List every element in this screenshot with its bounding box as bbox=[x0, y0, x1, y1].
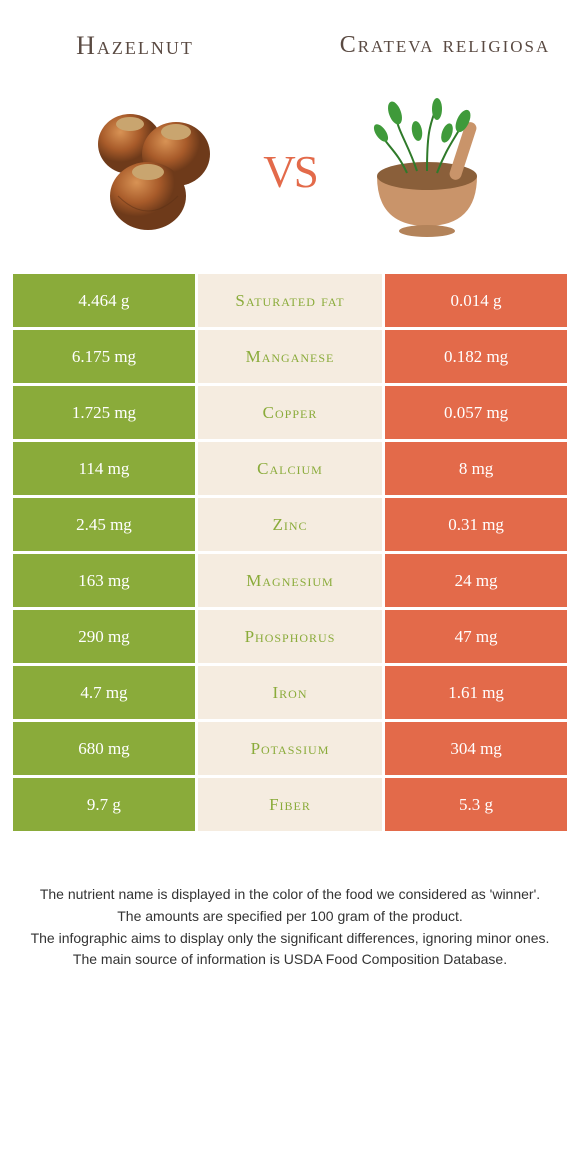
right-food-title: Crateva religiosa bbox=[330, 31, 560, 60]
table-row: 4.464 gSaturated fat0.014 g bbox=[12, 273, 569, 329]
left-food-image bbox=[73, 91, 233, 241]
nutrient-label: Saturated fat bbox=[196, 273, 383, 329]
nutrient-label: Copper bbox=[196, 385, 383, 441]
left-value: 1.725 mg bbox=[12, 385, 197, 441]
left-value: 114 mg bbox=[12, 441, 197, 497]
right-value: 1.61 mg bbox=[384, 665, 569, 721]
right-value: 8 mg bbox=[384, 441, 569, 497]
left-value: 163 mg bbox=[12, 553, 197, 609]
nutrient-label: Phosphorus bbox=[196, 609, 383, 665]
table-row: 2.45 mgZinc0.31 mg bbox=[12, 497, 569, 553]
right-food-image bbox=[347, 91, 507, 241]
table-row: 680 mgPotassium304 mg bbox=[12, 721, 569, 777]
right-value: 5.3 g bbox=[384, 777, 569, 833]
nutrient-label: Magnesium bbox=[196, 553, 383, 609]
left-value: 680 mg bbox=[12, 721, 197, 777]
right-value: 304 mg bbox=[384, 721, 569, 777]
left-value: 290 mg bbox=[12, 609, 197, 665]
footnote-line: The main source of information is USDA F… bbox=[30, 949, 550, 971]
right-value: 0.182 mg bbox=[384, 329, 569, 385]
left-value: 4.464 g bbox=[12, 273, 197, 329]
left-value: 9.7 g bbox=[12, 777, 197, 833]
right-value: 0.057 mg bbox=[384, 385, 569, 441]
table-row: 9.7 gFiber5.3 g bbox=[12, 777, 569, 833]
table-row: 163 mgMagnesium24 mg bbox=[12, 553, 569, 609]
table-row: 1.725 mgCopper0.057 mg bbox=[12, 385, 569, 441]
left-value: 6.175 mg bbox=[12, 329, 197, 385]
right-value: 0.014 g bbox=[384, 273, 569, 329]
nutrient-label: Calcium bbox=[196, 441, 383, 497]
table-row: 290 mgPhosphorus47 mg bbox=[12, 609, 569, 665]
nutrient-label: Iron bbox=[196, 665, 383, 721]
nutrient-label: Potassium bbox=[196, 721, 383, 777]
table-row: 4.7 mgIron1.61 mg bbox=[12, 665, 569, 721]
right-value: 24 mg bbox=[384, 553, 569, 609]
footnotes: The nutrient name is displayed in the co… bbox=[30, 884, 550, 971]
footnote-line: The nutrient name is displayed in the co… bbox=[30, 884, 550, 906]
vs-label: vs bbox=[263, 129, 317, 203]
nutrient-label: Zinc bbox=[196, 497, 383, 553]
table-row: 114 mgCalcium8 mg bbox=[12, 441, 569, 497]
nutrient-table: 4.464 gSaturated fat0.014 g6.175 mgManga… bbox=[10, 271, 570, 834]
footnote-line: The infographic aims to display only the… bbox=[30, 928, 550, 950]
footnote-line: The amounts are specified per 100 gram o… bbox=[30, 906, 550, 928]
right-value: 47 mg bbox=[384, 609, 569, 665]
left-food-title: Hazelnut bbox=[20, 30, 250, 61]
nutrient-label: Manganese bbox=[196, 329, 383, 385]
right-value: 0.31 mg bbox=[384, 497, 569, 553]
left-value: 2.45 mg bbox=[12, 497, 197, 553]
nutrient-label: Fiber bbox=[196, 777, 383, 833]
table-row: 6.175 mgManganese0.182 mg bbox=[12, 329, 569, 385]
left-value: 4.7 mg bbox=[12, 665, 197, 721]
